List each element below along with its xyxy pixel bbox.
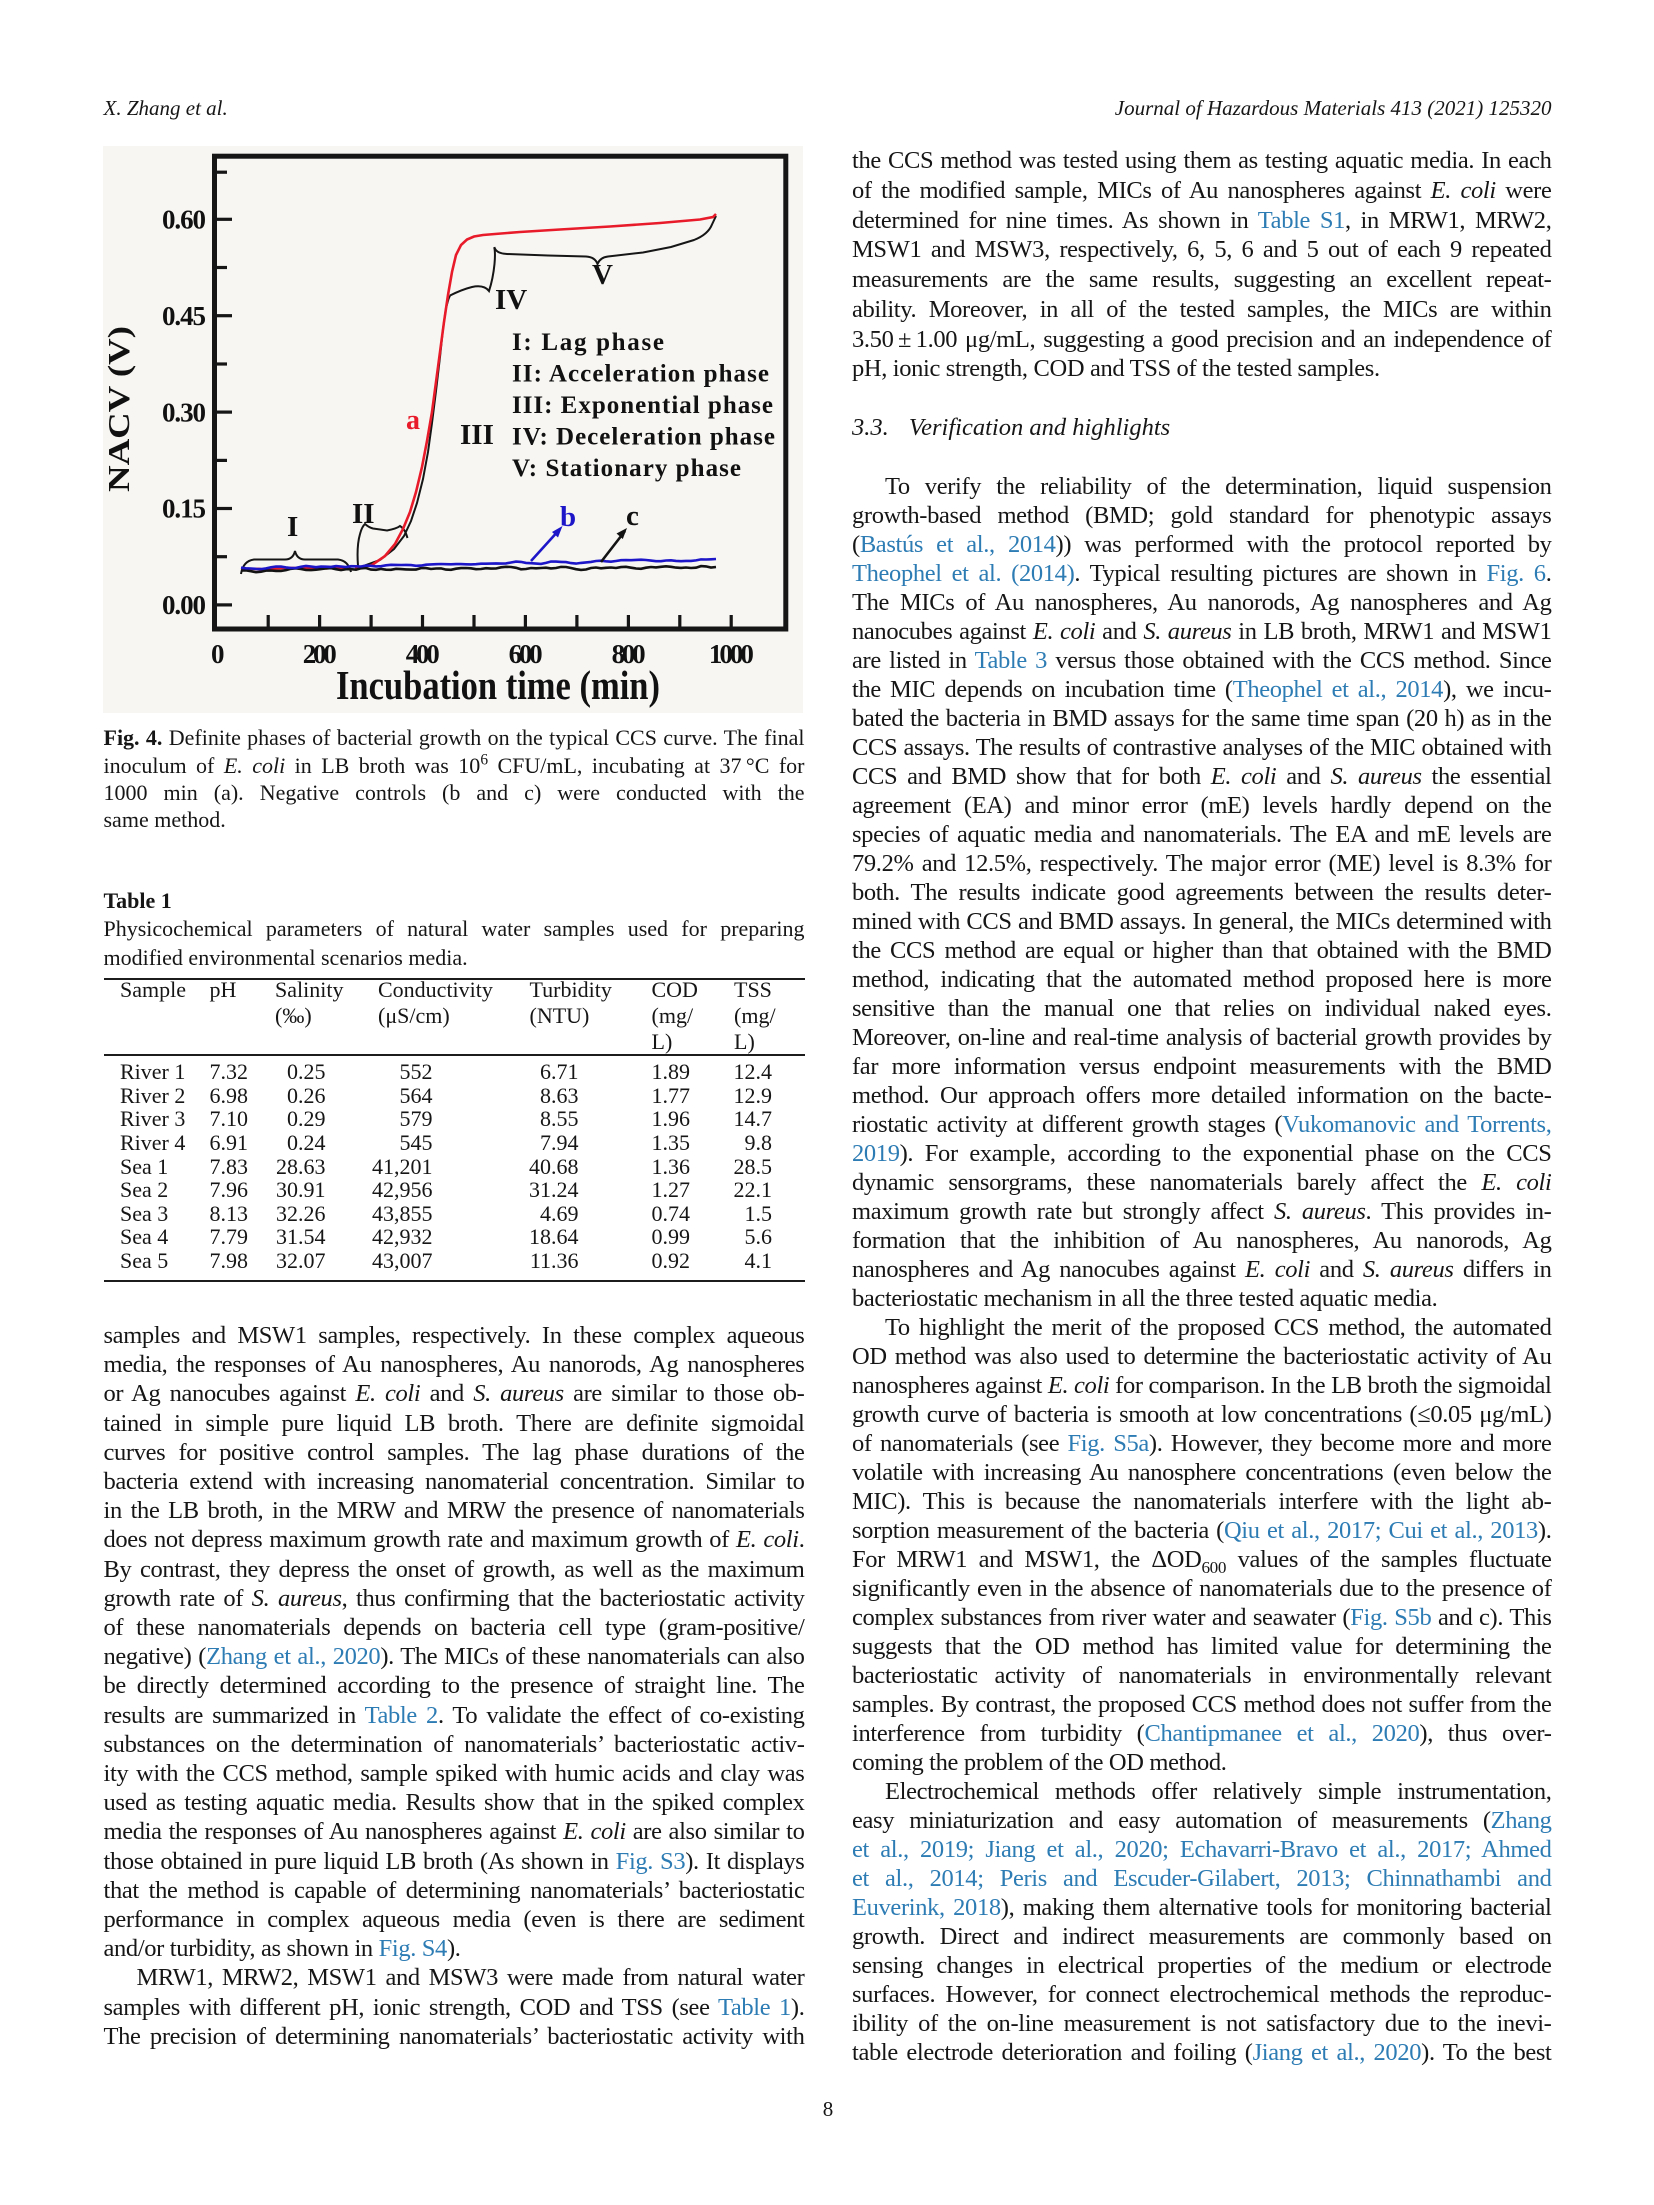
svg-text:II: II: [352, 498, 375, 530]
svg-text:III: III: [460, 419, 494, 451]
svg-text:c: c: [626, 500, 639, 532]
svg-text:0.15: 0.15: [162, 494, 206, 524]
svg-text:III: Exponential phase: III: Exponential phase: [512, 392, 773, 419]
svg-text:0.60: 0.60: [162, 205, 206, 235]
svg-text:b: b: [560, 501, 576, 533]
svg-text:0: 0: [211, 639, 225, 669]
svg-text:600: 600: [509, 639, 543, 669]
svg-text:0.30: 0.30: [162, 397, 206, 427]
svg-text:IV: Deceleration phase: IV: Deceleration phase: [512, 424, 775, 451]
svg-text:II: Acceleration phase: II: Acceleration phase: [512, 361, 769, 388]
svg-text:NACV (V): NACV (V): [103, 326, 136, 492]
svg-text:1000: 1000: [709, 639, 754, 669]
svg-text:200: 200: [303, 639, 337, 669]
svg-text:IV: IV: [495, 284, 527, 316]
svg-text:V: V: [592, 259, 613, 291]
svg-text:a: a: [406, 405, 420, 436]
svg-text:400: 400: [406, 639, 440, 669]
svg-text:I: I: [287, 511, 298, 543]
svg-text:0.00: 0.00: [162, 590, 206, 620]
svg-text:I: Lag phase: I: Lag phase: [512, 329, 664, 356]
svg-text:Incubation time (min): Incubation time (min): [336, 662, 660, 708]
svg-text:800: 800: [612, 639, 646, 669]
svg-text:V: Stationary phase: V: Stationary phase: [512, 455, 741, 482]
svg-text:0.45: 0.45: [162, 301, 206, 331]
